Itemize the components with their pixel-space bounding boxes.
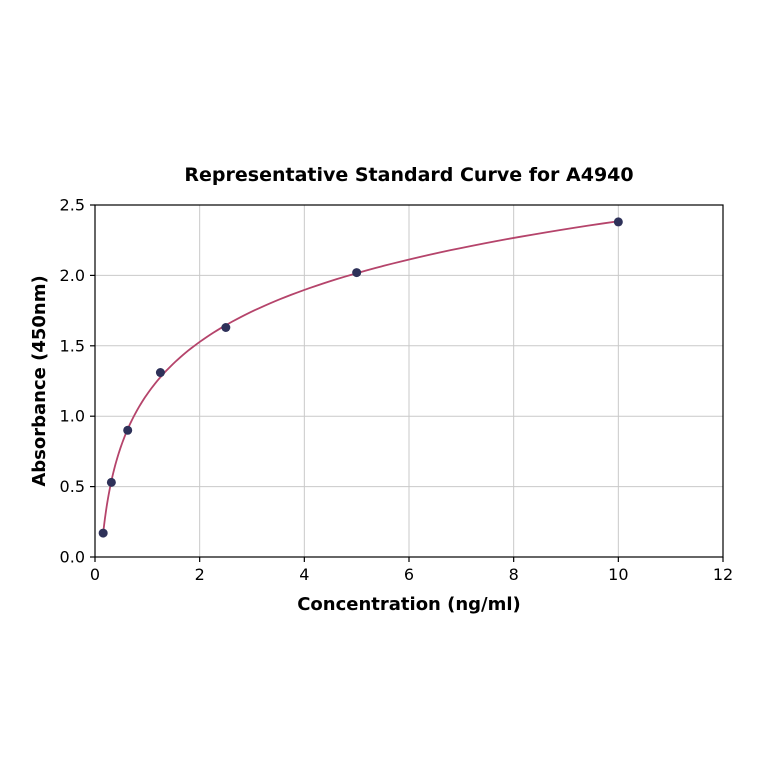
chart-title: Representative Standard Curve for A4940 bbox=[184, 164, 633, 186]
data-point bbox=[613, 217, 623, 227]
y-tick-label: 2.0 bbox=[60, 266, 85, 285]
y-tick-label: 1.5 bbox=[60, 336, 85, 355]
plot-border bbox=[94, 204, 724, 558]
y-axis-label: Absorbance (450nm) bbox=[29, 275, 50, 486]
x-tick-label: 6 bbox=[404, 565, 414, 584]
x-tick-label: 4 bbox=[299, 565, 309, 584]
data-point bbox=[106, 477, 116, 487]
x-tick-label: 0 bbox=[90, 565, 100, 584]
y-tick-label: 0.5 bbox=[60, 477, 85, 496]
data-point bbox=[98, 528, 108, 538]
y-tick-label: 1.0 bbox=[60, 407, 85, 426]
x-tick-label: 2 bbox=[195, 565, 205, 584]
x-axis-label: Concentration (ng/ml) bbox=[297, 594, 521, 615]
y-tick-label: 0.0 bbox=[60, 548, 85, 567]
x-tick-label: 10 bbox=[608, 565, 628, 584]
plot-area: 0 2 4 6 8 10 12 0.0 0.5 1.0 1.5 2.0 2.5 bbox=[60, 196, 734, 585]
data-point bbox=[123, 425, 133, 435]
data-point bbox=[221, 322, 231, 332]
data-point bbox=[352, 268, 362, 278]
data-point bbox=[155, 368, 165, 378]
y-tick-label: 2.5 bbox=[60, 196, 85, 215]
x-tick-label: 8 bbox=[509, 565, 519, 584]
x-tick-label: 12 bbox=[713, 565, 733, 584]
